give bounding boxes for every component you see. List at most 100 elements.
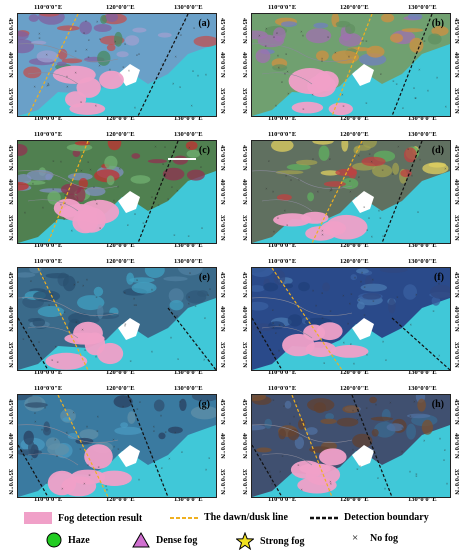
- svg-text:×: ×: [85, 47, 87, 52]
- lat-tick-right: 40°0'0"N: [219, 52, 226, 78]
- haze-circle-icon: [46, 532, 62, 548]
- map-panel-b: 110°0'0"E 110°0'0"E 120°0'0"E 120°0'0"E 130°…: [240, 4, 462, 124]
- svg-text:×: ×: [95, 295, 97, 300]
- svg-text:×: ×: [47, 81, 49, 86]
- lat-tick-right: 35°0'0"N: [219, 215, 226, 241]
- lon-tick-bottom: 130°0'0"E: [174, 369, 203, 376]
- lon-tick-bottom: 120°0'0"E: [340, 242, 369, 249]
- svg-text:×: ×: [382, 233, 384, 238]
- svg-text:×: ×: [281, 454, 283, 459]
- svg-text:×: ×: [66, 74, 68, 79]
- svg-text:×: ×: [122, 404, 124, 409]
- svg-text:×: ×: [443, 458, 445, 463]
- svg-text:×: ×: [445, 104, 447, 109]
- svg-text:×: ×: [365, 101, 367, 106]
- svg-text:×: ×: [164, 144, 166, 149]
- svg-text:×: ×: [265, 26, 267, 31]
- svg-text:×: ×: [87, 54, 89, 59]
- legend-no-fog: × No fog: [352, 532, 398, 544]
- svg-text:×: ×: [52, 186, 54, 191]
- svg-text:×: ×: [409, 414, 411, 419]
- svg-text:×: ×: [44, 405, 46, 410]
- svg-text:×: ×: [138, 51, 140, 56]
- svg-text:×: ×: [375, 402, 377, 407]
- lon-tick-top: 110°0'0"E: [268, 4, 297, 11]
- svg-text:×: ×: [180, 32, 182, 37]
- svg-text:×: ×: [438, 281, 440, 286]
- svg-text:×: ×: [86, 277, 88, 282]
- svg-text:×: ×: [87, 463, 89, 468]
- lon-tick-top: 130°0'0"E: [174, 4, 203, 11]
- svg-text:×: ×: [358, 153, 360, 158]
- svg-text:×: ×: [272, 325, 274, 330]
- satellite-map: ××××××××××××××××××××××××××××××××××××××××: [17, 13, 217, 117]
- lat-tick-left: 45°0'0"N: [7, 399, 14, 425]
- lon-tick-bottom: 110°0'0"E: [268, 115, 297, 122]
- svg-text:×: ×: [38, 31, 40, 36]
- svg-text:×: ×: [46, 481, 48, 486]
- svg-text:×: ×: [71, 228, 73, 233]
- svg-text:×: ×: [366, 352, 368, 357]
- satellite-map: ××××××××××××××××××××××××××××××××××××××××: [17, 394, 217, 498]
- lon-tick-bottom: 130°0'0"E: [408, 496, 437, 503]
- svg-text:×: ×: [117, 184, 119, 189]
- svg-text:×: ×: [128, 68, 130, 73]
- lon-tick-top: 130°0'0"E: [174, 258, 203, 265]
- svg-text:×: ×: [371, 234, 373, 239]
- svg-text:×: ×: [423, 438, 425, 443]
- lat-tick-right: 35°0'0"N: [219, 88, 226, 114]
- lat-tick-left: 45°0'0"N: [241, 272, 248, 298]
- satellite-map: ××××××××××××××××××××××××××××××××××××××××: [251, 267, 451, 371]
- lat-tick-right: 45°0'0"N: [219, 399, 226, 425]
- lat-tick-left: 35°0'0"N: [241, 88, 248, 114]
- svg-text:×: ×: [349, 301, 351, 306]
- lon-tick-top: 110°0'0"E: [34, 4, 63, 11]
- svg-text:×: ×: [330, 481, 332, 486]
- lat-tick-left: 35°0'0"N: [7, 469, 14, 495]
- svg-text:×: ×: [413, 399, 415, 404]
- svg-text:×: ×: [401, 426, 403, 431]
- lat-tick-left: 40°0'0"N: [7, 179, 14, 205]
- svg-text:×: ×: [80, 100, 82, 105]
- legend-dawn-dusk-label: The dawn/dusk line: [204, 512, 288, 523]
- svg-text:×: ×: [51, 357, 53, 362]
- svg-text:×: ×: [321, 291, 323, 296]
- svg-text:×: ×: [96, 429, 98, 434]
- svg-text:×: ×: [82, 283, 84, 288]
- svg-text:×: ×: [54, 437, 56, 442]
- svg-text:×: ×: [52, 159, 54, 164]
- svg-text:×: ×: [352, 408, 354, 413]
- svg-text:×: ×: [38, 340, 40, 345]
- legend-fog-detection-label: Fog detection result: [58, 512, 143, 524]
- svg-text:×: ×: [139, 400, 141, 405]
- svg-text:×: ×: [63, 310, 65, 315]
- svg-text:×: ×: [361, 270, 363, 275]
- lat-tick-left: 35°0'0"N: [241, 469, 248, 495]
- svg-text:×: ×: [278, 65, 280, 70]
- svg-text:×: ×: [66, 84, 68, 89]
- svg-text:×: ×: [43, 276, 45, 281]
- svg-text:×: ×: [277, 53, 279, 58]
- lat-tick-left: 40°0'0"N: [241, 306, 248, 332]
- svg-text:×: ×: [105, 484, 107, 489]
- svg-text:×: ×: [201, 226, 203, 231]
- svg-text:×: ×: [98, 63, 100, 68]
- svg-text:×: ×: [46, 52, 48, 57]
- lon-tick-bottom: 130°0'0"E: [174, 242, 203, 249]
- svg-text:×: ×: [413, 85, 415, 90]
- lat-tick-right: 35°0'0"N: [453, 342, 460, 368]
- svg-text:×: ×: [167, 197, 169, 202]
- svg-text:×: ×: [329, 308, 331, 313]
- svg-text:×: ×: [366, 227, 368, 232]
- svg-text:×: ×: [124, 42, 126, 47]
- svg-text:×: ×: [378, 208, 380, 213]
- svg-text:×: ×: [109, 67, 111, 72]
- svg-text:×: ×: [151, 287, 153, 292]
- lat-tick-right: 45°0'0"N: [219, 145, 226, 171]
- lat-tick-right: 45°0'0"N: [453, 399, 460, 425]
- svg-text:×: ×: [323, 361, 325, 366]
- lat-tick-left: 35°0'0"N: [7, 342, 14, 368]
- map-panel-d: 110°0'0"E 110°0'0"E 120°0'0"E 120°0'0"E 130°…: [240, 131, 462, 251]
- svg-text:×: ×: [86, 424, 88, 429]
- svg-text:×: ×: [75, 320, 77, 325]
